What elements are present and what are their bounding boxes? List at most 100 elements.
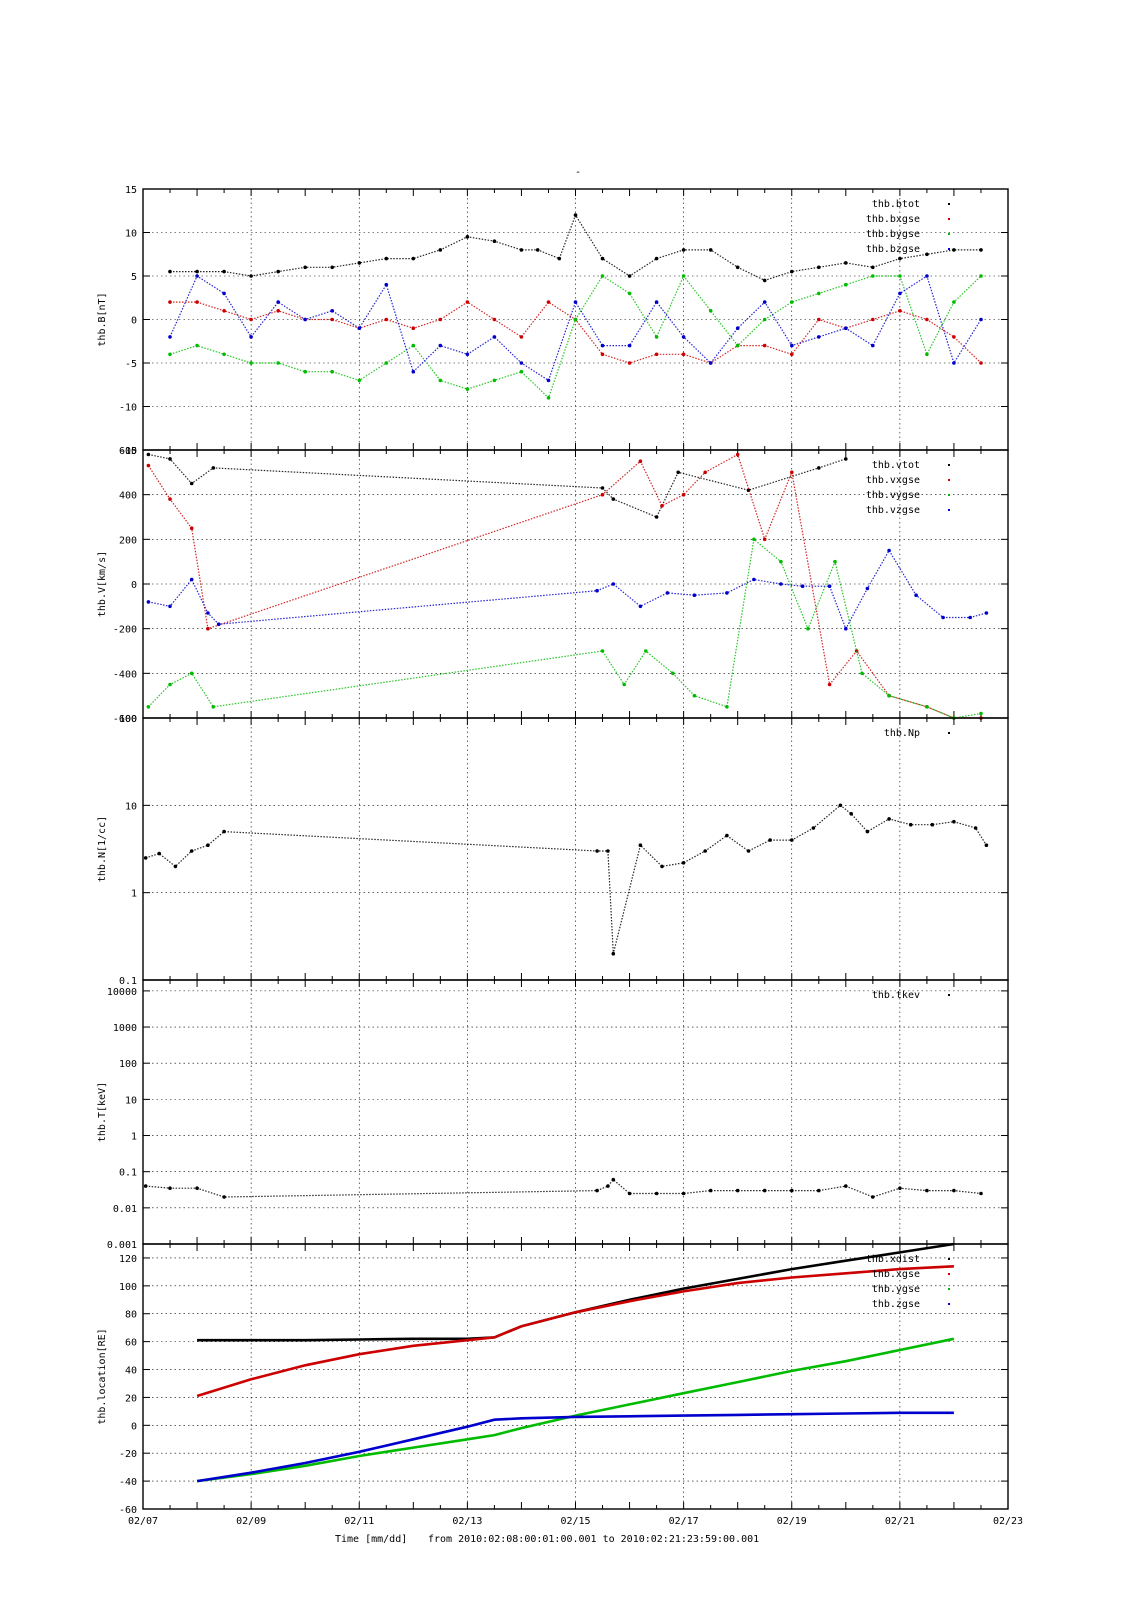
data-point xyxy=(865,829,870,834)
data-point xyxy=(725,591,729,595)
data-point xyxy=(357,378,362,383)
y-tick-label: 0 xyxy=(131,580,137,591)
data-point xyxy=(790,352,794,357)
data-point xyxy=(411,343,416,348)
series-0 xyxy=(143,1177,983,1199)
data-point xyxy=(465,300,470,304)
y-tick-label: 1 xyxy=(131,1132,137,1143)
data-point xyxy=(303,369,308,374)
data-point xyxy=(860,671,864,676)
data-point xyxy=(519,248,524,252)
series-line xyxy=(196,1411,954,1483)
legend-label: thb.ygse xyxy=(872,1284,920,1295)
data-point xyxy=(708,309,713,313)
data-point xyxy=(681,274,686,278)
x-axis: 02/07 02/09 02/11 02/13 02/15 02/17 02/19 02/21… xyxy=(128,1516,1023,1527)
data-point xyxy=(330,265,335,270)
data-point xyxy=(189,526,194,530)
y-tick-label: 15 xyxy=(125,185,137,196)
data-point xyxy=(206,611,210,615)
data-point xyxy=(465,387,470,391)
series-0 xyxy=(143,803,989,956)
legend-marker xyxy=(948,1288,950,1290)
data-point xyxy=(979,361,983,365)
data-point xyxy=(168,604,172,609)
series-0 xyxy=(146,452,848,519)
data-point xyxy=(189,481,194,486)
data-point xyxy=(844,457,848,461)
y-axis-label: thb.T[keV] xyxy=(97,1082,108,1142)
data-point xyxy=(357,261,362,265)
data-point xyxy=(654,335,659,339)
data-point xyxy=(638,843,643,847)
data-point xyxy=(611,497,616,501)
legend-marker xyxy=(948,1273,950,1275)
data-point xyxy=(735,452,740,457)
data-point xyxy=(249,274,253,278)
data-point xyxy=(898,309,902,313)
series-3 xyxy=(168,274,983,383)
y-tick-label: 0 xyxy=(131,316,137,327)
data-point xyxy=(168,300,172,304)
data-point xyxy=(827,584,832,588)
data-point xyxy=(222,352,226,357)
data-point xyxy=(746,849,751,853)
y-tick-label: -400 xyxy=(113,669,137,680)
data-point xyxy=(438,378,443,383)
data-point xyxy=(790,343,794,348)
x-tick-label: 02/19 xyxy=(777,1516,807,1527)
data-point xyxy=(195,1186,199,1190)
data-point xyxy=(952,1188,956,1193)
data-point xyxy=(925,705,929,709)
data-point xyxy=(211,466,216,470)
y-tick-label: -10 xyxy=(119,403,137,414)
panel-4: -60 -40 -20 0 20 40 60 80 100 120 thb.location[RE]… xyxy=(97,1242,1009,1516)
data-point xyxy=(984,611,989,615)
data-point xyxy=(898,256,902,261)
data-point xyxy=(681,335,686,339)
x-tick-label: 02/13 xyxy=(452,1516,482,1527)
y-tick-label: 0.01 xyxy=(113,1204,137,1215)
data-point xyxy=(925,352,929,357)
data-point xyxy=(790,300,794,304)
legend-label: thb.xdist xyxy=(866,1254,920,1265)
data-point xyxy=(973,826,978,830)
data-point xyxy=(143,1184,148,1188)
series-3 xyxy=(196,1411,954,1483)
data-point xyxy=(979,317,983,322)
y-tick-label: -60 xyxy=(119,1505,137,1516)
data-point xyxy=(817,335,821,339)
data-point xyxy=(752,577,756,582)
data-point xyxy=(703,470,707,475)
data-point xyxy=(465,235,470,239)
legend-marker xyxy=(948,464,950,466)
series-trace xyxy=(145,1178,982,1198)
data-point xyxy=(887,693,891,698)
data-point xyxy=(979,711,983,716)
data-point xyxy=(573,213,578,217)
data-point xyxy=(762,317,767,322)
data-point xyxy=(168,457,172,461)
data-point xyxy=(143,856,148,860)
data-point xyxy=(206,626,210,631)
data-point xyxy=(600,486,605,490)
data-point xyxy=(276,269,281,274)
legend-label: thb.tkev xyxy=(872,990,920,1001)
legend-label: thb.vxgse xyxy=(866,475,920,486)
legend-marker xyxy=(948,509,950,511)
data-point xyxy=(681,352,686,357)
data-point xyxy=(779,582,783,586)
data-point xyxy=(952,335,956,339)
legend-marker xyxy=(948,203,950,205)
data-point xyxy=(660,864,664,869)
data-point xyxy=(611,951,616,956)
y-tick-label: 5 xyxy=(131,272,137,283)
y-tick-label: 1000 xyxy=(113,1023,137,1034)
data-point xyxy=(384,256,389,261)
data-point xyxy=(249,361,253,365)
legend-label: thb.zgse xyxy=(872,1299,920,1310)
data-point xyxy=(914,593,918,597)
data-point xyxy=(384,282,389,287)
y-tick-label: 40 xyxy=(125,1366,137,1377)
data-point xyxy=(941,615,945,620)
